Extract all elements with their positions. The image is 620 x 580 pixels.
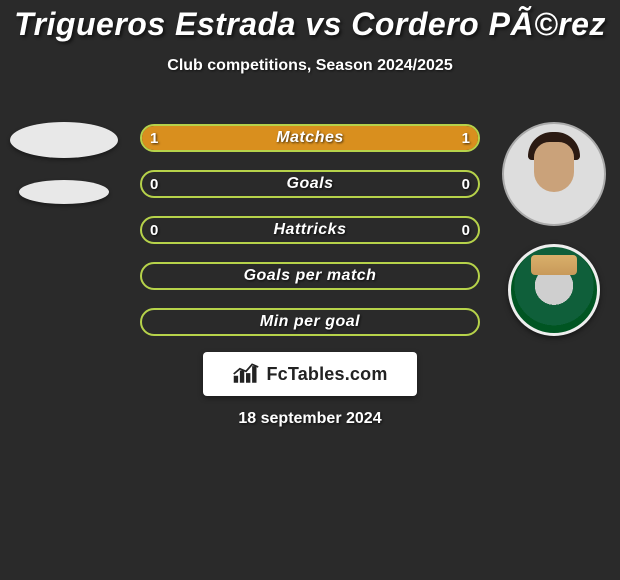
stat-value-right (460, 308, 480, 336)
stat-row: Matches1 1 (140, 124, 480, 152)
right-player-headshot (502, 122, 606, 226)
stat-value-right: 1 (452, 124, 480, 152)
stat-value-left: 1 (140, 124, 168, 152)
page-subtitle: Club competitions, Season 2024/2025 (0, 57, 620, 75)
stat-value-left (140, 308, 160, 336)
stat-label: Matches (140, 124, 480, 152)
stat-value-left (140, 262, 160, 290)
page-title: Trigueros Estrada vs Cordero PÃ©rez (0, 0, 620, 43)
branding-box: FcTables.com (203, 352, 417, 396)
stat-value-left: 0 (140, 216, 168, 244)
stat-value-right: 0 (452, 170, 480, 198)
stat-row: Hattricks0 0 (140, 216, 480, 244)
headshot-face-shape (534, 142, 574, 192)
stat-value-right (460, 262, 480, 290)
stat-label: Min per goal (140, 308, 480, 336)
comparison-infographic: Trigueros Estrada vs Cordero PÃ©rez Club… (0, 0, 620, 580)
stat-label: Goals (140, 170, 480, 198)
right-player-column (498, 122, 610, 336)
stat-row: Goals per match (140, 262, 480, 290)
stat-label: Goals per match (140, 262, 480, 290)
right-player-club-crest (508, 244, 600, 336)
stat-label: Hattricks (140, 216, 480, 244)
stat-row: Goals0 0 (140, 170, 480, 198)
left-player-headshot-placeholder-1 (10, 122, 118, 158)
bar-chart-icon (232, 363, 260, 385)
stat-value-left: 0 (140, 170, 168, 198)
left-player-headshot-placeholder-2 (19, 180, 109, 204)
stat-row: Min per goal (140, 308, 480, 336)
date-text: 18 september 2024 (0, 410, 620, 428)
branding-text: FcTables.com (266, 364, 387, 385)
stat-value-right: 0 (452, 216, 480, 244)
left-player-column (8, 122, 120, 226)
stat-bars: Matches11Goals00Hattricks00Goals per mat… (140, 124, 480, 354)
